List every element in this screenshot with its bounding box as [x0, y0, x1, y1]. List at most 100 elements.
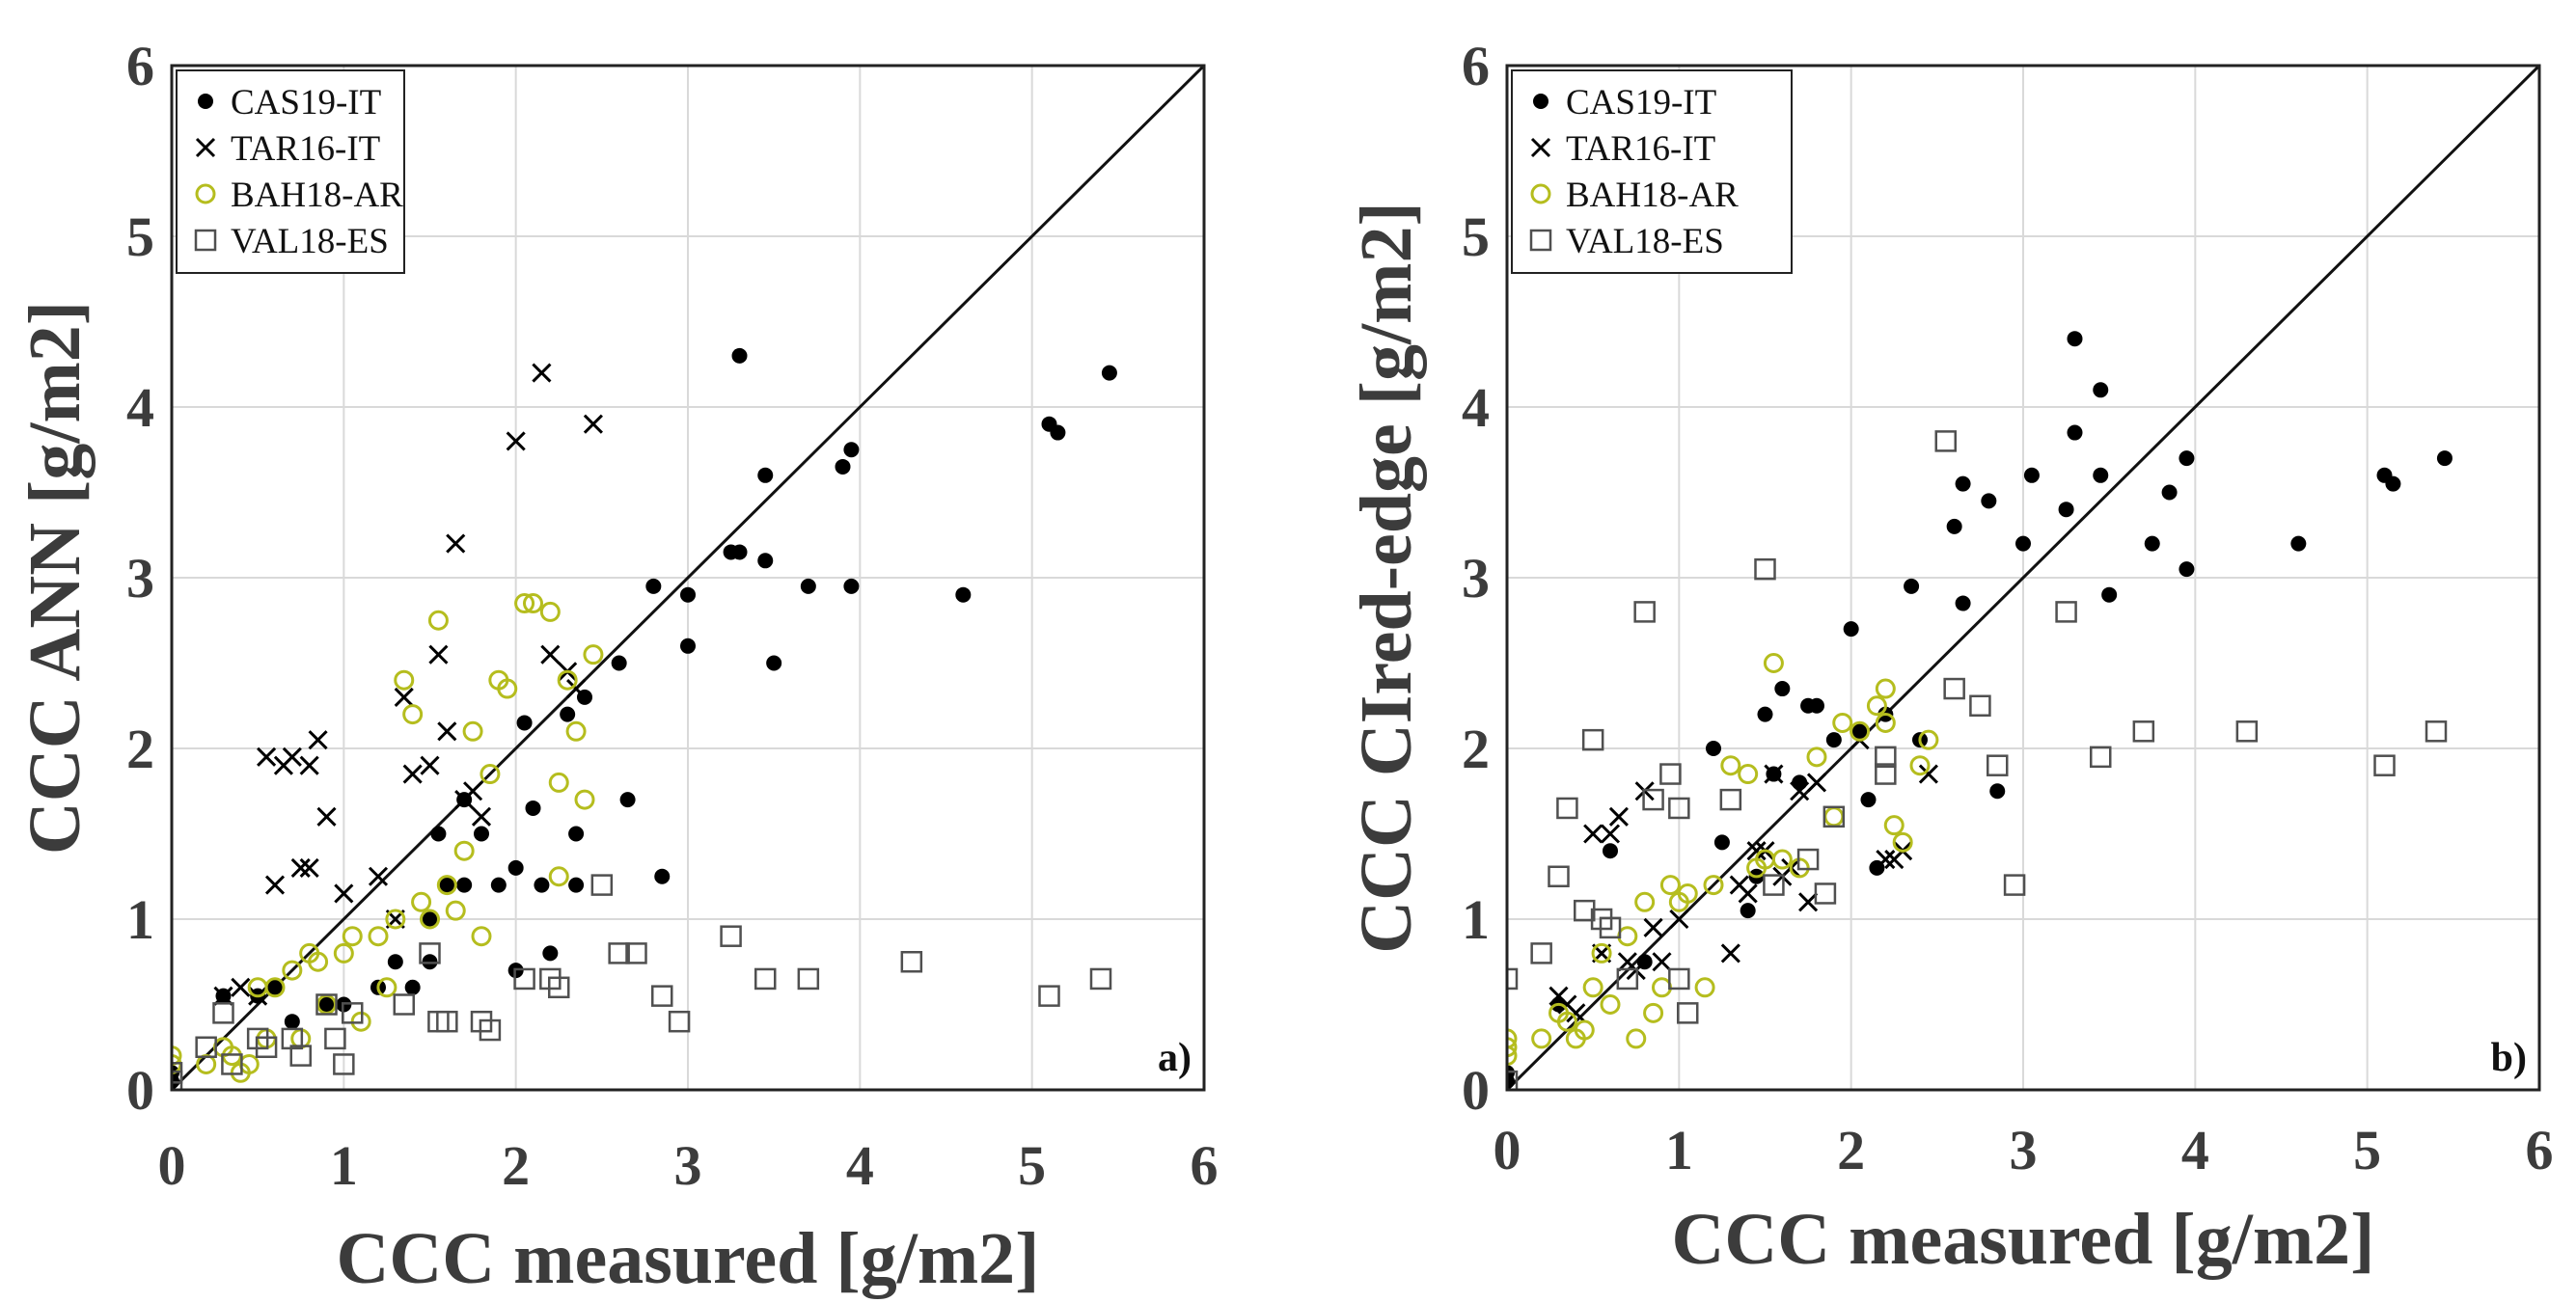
- point-cas19-it: [731, 544, 748, 560]
- y-tick-label: 1: [126, 888, 154, 951]
- x-axis-label-a: CCC measured [g/m2]: [337, 1218, 1040, 1299]
- point-bah18-ar: [1909, 755, 1931, 776]
- point-tar16-it: [394, 687, 414, 707]
- series-val18-es: [172, 874, 1112, 1090]
- point-bah18-ar: [342, 926, 363, 947]
- point-cas19-it: [1843, 621, 1859, 638]
- point-tar16-it: [1798, 892, 1819, 912]
- legend-marker-tar16-it: [1530, 137, 1551, 158]
- point-val18-es: [2090, 746, 2112, 769]
- legend-marker-bah18-ar: [1530, 183, 1551, 204]
- point-cas19-it: [680, 638, 696, 654]
- point-bah18-ar: [1892, 831, 1913, 853]
- point-cas19-it: [2290, 535, 2307, 552]
- point-bah18-ar: [497, 678, 518, 699]
- legend-item-tar16-it: TAR16-IT: [1530, 129, 1715, 169]
- legend-item-cas19-it: CAS19-IT: [198, 83, 381, 122]
- point-tar16-it: [290, 857, 311, 878]
- x-tick-label: 4: [2181, 1119, 2209, 1181]
- point-val18-es: [1719, 788, 1742, 811]
- point-cas19-it: [2436, 450, 2453, 467]
- legend-marker-val18-es: [1529, 229, 1552, 252]
- point-bah18-ar: [1875, 712, 1896, 733]
- point-val18-es: [2425, 720, 2448, 743]
- x-tick-label: 3: [674, 1134, 702, 1197]
- y-tick-label: 1: [1462, 888, 1490, 951]
- point-cas19-it: [516, 715, 533, 731]
- point-cas19-it: [2067, 331, 2083, 347]
- point-bah18-ar: [574, 789, 595, 810]
- point-cas19-it: [1713, 834, 1730, 851]
- point-bah18-ar: [565, 720, 587, 742]
- panel-a: 0 1 2 3 4 5 6 0 1 2 3 4 5 6 CCC measured [g/m2] CCC …: [14, 35, 1219, 1299]
- point-val18-es: [1659, 763, 1682, 785]
- point-tar16-it: [368, 866, 389, 886]
- point-cas19-it: [835, 458, 851, 475]
- series-tar16-it: [213, 363, 603, 1006]
- point-tar16-it: [506, 431, 526, 451]
- point-val18-es: [1556, 797, 1578, 820]
- point-cas19-it: [2023, 467, 2040, 483]
- point-cas19-it: [474, 826, 489, 842]
- point-cas19-it: [645, 578, 662, 594]
- x-tick-label: 1: [1665, 1119, 1693, 1181]
- point-val18-es: [393, 993, 415, 1016]
- point-cas19-it: [387, 954, 403, 970]
- legend-marker-bah18-ar: [195, 183, 216, 204]
- legend-item-tar16-it: TAR16-IT: [195, 129, 380, 169]
- point-val18-es: [651, 985, 673, 1007]
- point-val18-es: [548, 976, 570, 999]
- point-bah18-ar: [402, 704, 424, 725]
- point-tar16-it: [1608, 806, 1629, 827]
- point-cas19-it: [1904, 578, 1920, 594]
- point-tar16-it: [428, 644, 449, 665]
- legend-item-bah18-ar: BAH18-AR: [1530, 176, 1739, 215]
- point-tar16-it: [299, 755, 319, 775]
- point-bah18-ar: [1875, 678, 1896, 699]
- point-val18-es: [1814, 882, 1837, 905]
- point-tar16-it: [1583, 824, 1603, 844]
- point-bah18-ar: [1556, 1011, 1577, 1032]
- point-tar16-it: [1600, 824, 1621, 844]
- point-cas19-it: [2058, 502, 2074, 518]
- point-val18-es: [255, 1036, 278, 1058]
- point-val18-es: [289, 1045, 312, 1067]
- point-bah18-ar: [1918, 729, 1939, 750]
- point-bah18-ar: [1659, 875, 1681, 896]
- point-cas19-it: [1792, 774, 1808, 791]
- legend-label: VAL18-ES: [1566, 222, 1724, 261]
- series-bah18-ar: [1507, 653, 1939, 1067]
- point-bah18-ar: [385, 909, 406, 930]
- point-val18-es: [720, 925, 742, 947]
- x-tick-label: 0: [1494, 1119, 1521, 1181]
- point-val18-es: [1796, 848, 1820, 871]
- point-bah18-ar: [539, 601, 561, 622]
- point-bah18-ar: [480, 764, 501, 785]
- point-cas19-it: [843, 442, 860, 458]
- point-tar16-it: [420, 755, 440, 775]
- point-val18-es: [2003, 874, 2026, 896]
- point-cas19-it: [680, 586, 696, 603]
- point-cas19-it: [2093, 382, 2109, 398]
- point-tar16-it: [532, 363, 552, 383]
- point-val18-es: [419, 942, 441, 964]
- point-bah18-ar: [1531, 1028, 1552, 1049]
- point-bah18-ar: [394, 669, 415, 691]
- y-tick-labels-b: 0 1 2 3 4 5 6: [1462, 35, 1490, 1122]
- legend-label: CAS19-IT: [1566, 83, 1716, 122]
- point-tar16-it: [334, 883, 354, 904]
- point-val18-es: [333, 1053, 355, 1075]
- point-val18-es: [479, 1018, 502, 1042]
- point-val18-es: [668, 1010, 691, 1033]
- point-cas19-it: [955, 586, 972, 603]
- axes-frame-a: [170, 64, 1206, 1092]
- point-cas19-it: [1757, 706, 1773, 722]
- point-cas19-it: [507, 859, 524, 876]
- point-cas19-it: [2161, 484, 2178, 501]
- point-val18-es: [513, 967, 535, 991]
- point-val18-es: [797, 967, 820, 991]
- legend-box-b: [1511, 69, 1793, 274]
- point-tar16-it: [213, 986, 233, 1006]
- point-val18-es: [1987, 754, 2009, 776]
- point-val18-es: [221, 1053, 243, 1075]
